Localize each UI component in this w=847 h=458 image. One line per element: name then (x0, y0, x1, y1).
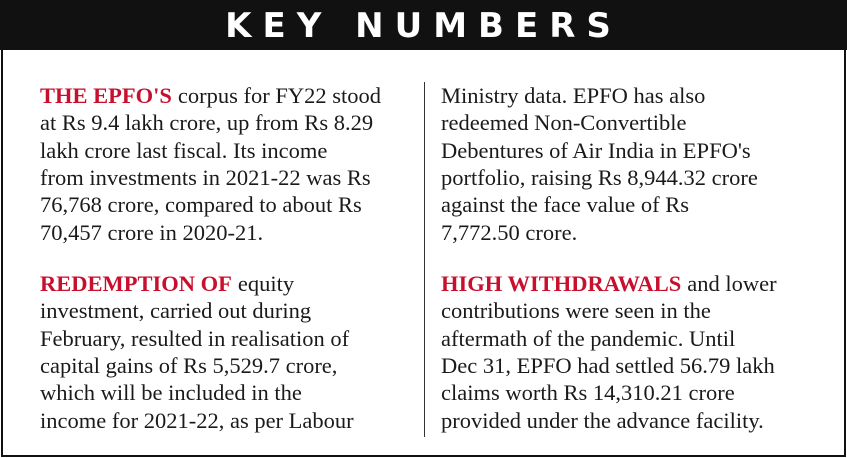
body-text: aftermath of the pandemic. Until (441, 325, 736, 351)
body-text: capital gains of Rs 5,529.7 crore, (40, 352, 338, 378)
body-text: redeemed Non-Convertible (441, 110, 687, 136)
body-text: 76,768 crore, compared to about Rs (40, 192, 362, 218)
text-line: from investments in 2021-22 was Rs (40, 164, 371, 191)
divider (424, 82, 425, 437)
title: KEY NUMBERS (225, 6, 622, 46)
body-text: claims worth Rs 14,310.21 crore (441, 380, 735, 406)
text-line: THE EPFO'S corpus for FY22 stood (40, 82, 381, 109)
body-text: against the face value of Rs (441, 192, 690, 218)
lead: HIGH WITHDRAWALS (441, 271, 682, 296)
body-text: portfolio, raising Rs 8,944.32 crore (441, 164, 758, 190)
text-line: provided under the advance facility. (441, 407, 764, 434)
body-text: February, resulted in realisation of (40, 325, 350, 351)
text-line: income for 2021-22, as per Labour (40, 407, 354, 434)
body-text: at Rs 9.4 lakh crore, up from Rs 8.29 (40, 110, 374, 136)
body-text: provided under the advance facility. (441, 407, 764, 433)
text-line: redeemed Non-Convertible (441, 109, 687, 136)
text-line: which will be included in the (40, 379, 302, 406)
text-line: February, resulted in realisation of (40, 325, 349, 352)
body-text: 70,457 crore in 2020-21. (40, 219, 264, 245)
text-line: Dec 31, EPFO had settled 56.79 lakh (441, 352, 775, 379)
body-text: 7,772.50 crore. (441, 219, 578, 245)
body-text: from investments in 2021-22 was Rs (40, 164, 371, 190)
lead: THE EPFO'S (40, 83, 172, 108)
body-text: income for 2021-22, as per Labour (40, 407, 354, 433)
text-line: capital gains of Rs 5,529.7 crore, (40, 352, 337, 379)
header-bar: KEY NUMBERS (0, 0, 847, 50)
text-line: at Rs 9.4 lakh crore, up from Rs 8.29 (40, 109, 373, 136)
text-line: lakh crore last fiscal. Its income (40, 137, 327, 164)
text-line: aftermath of the pandemic. Until (441, 325, 735, 352)
body-text: and lower (687, 271, 777, 296)
body-text: lakh crore last fiscal. Its income (40, 137, 328, 163)
text-line: 76,768 crore, compared to about Rs (40, 191, 362, 218)
text-line: investment, carried out during (40, 297, 311, 324)
text-line: claims worth Rs 14,310.21 crore (441, 379, 735, 406)
text-line: 7,772.50 crore. (441, 219, 577, 246)
body-text: investment, carried out during (40, 298, 312, 324)
text-line: REDEMPTION OF equity (40, 270, 294, 297)
body-text: which will be included in the (40, 380, 302, 406)
body-text: contributions were seen in the (441, 298, 711, 324)
text-line: 70,457 crore in 2020-21. (40, 219, 263, 246)
body-text: equity (237, 271, 295, 296)
text-line: HIGH WITHDRAWALS and lower (441, 270, 777, 297)
body-text: corpus for FY22 stood (177, 83, 382, 108)
text-line: Ministry data. EPFO has also (441, 82, 705, 109)
body-text: Debentures of Air India in EPFO's (441, 137, 751, 163)
text-line: Debentures of Air India in EPFO's (441, 137, 751, 164)
body-text: Dec 31, EPFO had settled 56.79 lakh (441, 352, 775, 378)
text-line: contributions were seen in the (441, 297, 711, 324)
text-line: against the face value of Rs (441, 191, 689, 218)
text-line: portfolio, raising Rs 8,944.32 crore (441, 164, 758, 191)
lead: REDEMPTION OF (40, 271, 232, 296)
body-text: Ministry data. EPFO has also (441, 83, 706, 108)
